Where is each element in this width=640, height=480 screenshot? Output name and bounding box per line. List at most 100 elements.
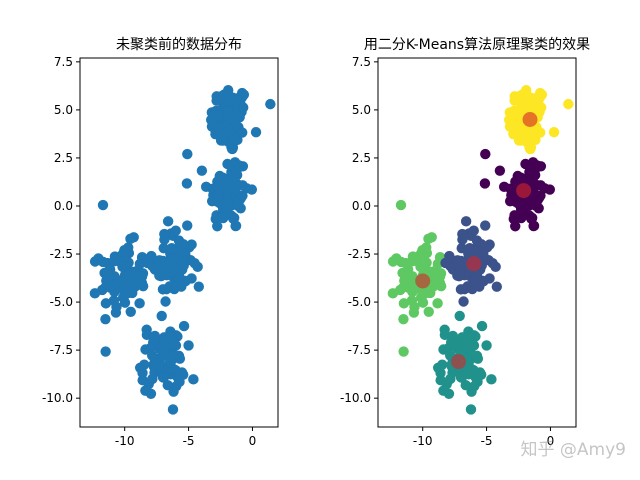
data-point xyxy=(512,170,523,182)
x-tick-label: 0 xyxy=(249,434,257,448)
data-point xyxy=(181,178,193,189)
data-point xyxy=(232,200,243,211)
data-point xyxy=(148,361,160,372)
data-point xyxy=(233,160,245,171)
y-tick-label: 5.0 xyxy=(54,103,73,117)
data-point xyxy=(515,212,527,224)
data-point xyxy=(171,380,182,392)
data-point xyxy=(180,248,191,259)
data-point xyxy=(93,253,104,264)
data-point xyxy=(432,298,443,309)
data-point xyxy=(217,212,229,224)
data-point xyxy=(182,148,193,160)
y-tick-label: 0.0 xyxy=(352,199,371,213)
axes-frame xyxy=(377,57,577,428)
data-point xyxy=(115,256,126,268)
data-point xyxy=(154,270,165,281)
data-point xyxy=(535,190,546,201)
data-point xyxy=(439,329,451,341)
x-tick-label: -10 xyxy=(115,434,135,448)
x-tick-label: -10 xyxy=(413,434,433,448)
axes-frame xyxy=(79,57,279,428)
data-point xyxy=(164,356,176,368)
centroid-marker xyxy=(415,273,431,289)
data-point xyxy=(524,143,536,155)
y-tick-label: -2.5 xyxy=(50,247,73,261)
data-point xyxy=(183,340,194,351)
data-point xyxy=(432,258,444,270)
points-group-2 xyxy=(387,85,574,415)
y-tick-label: -5.0 xyxy=(50,295,73,309)
data-point xyxy=(127,281,138,293)
y-tick-label: -5.0 xyxy=(348,295,371,309)
y-tick-label: -7.5 xyxy=(50,343,73,357)
data-point xyxy=(167,404,179,415)
y-tick-label: 2.5 xyxy=(54,151,73,165)
data-point xyxy=(157,372,169,383)
data-point xyxy=(465,404,477,415)
data-point xyxy=(100,313,111,325)
data-point xyxy=(226,143,238,155)
data-point xyxy=(469,380,480,392)
data-point xyxy=(498,181,510,193)
data-point xyxy=(528,220,540,232)
data-point xyxy=(188,374,199,385)
data-point xyxy=(137,367,148,379)
data-point xyxy=(468,225,479,236)
data-point xyxy=(476,320,488,332)
data-point xyxy=(467,283,478,295)
data-point xyxy=(471,275,482,286)
data-point xyxy=(548,126,560,138)
data-point xyxy=(97,199,109,211)
data-point xyxy=(447,330,459,342)
data-point xyxy=(212,221,223,232)
data-point xyxy=(423,233,434,245)
centroid-marker xyxy=(450,354,466,370)
y-tick-label: -10.0 xyxy=(42,391,73,405)
data-point xyxy=(455,372,467,383)
data-point xyxy=(189,257,200,269)
data-point xyxy=(177,258,188,269)
data-point xyxy=(445,373,456,385)
data-point xyxy=(221,189,232,201)
data-point xyxy=(527,174,538,185)
data-point xyxy=(214,170,225,182)
data-point xyxy=(237,127,248,138)
data-point xyxy=(122,269,134,281)
data-point xyxy=(457,228,468,240)
data-point xyxy=(223,106,234,117)
data-point xyxy=(471,350,483,362)
data-point xyxy=(479,178,491,189)
data-point xyxy=(230,220,242,232)
data-point xyxy=(455,284,467,295)
data-point xyxy=(125,306,136,317)
data-point xyxy=(178,369,189,380)
data-point xyxy=(123,257,134,268)
centroid-marker xyxy=(522,112,538,127)
data-point xyxy=(398,313,409,325)
data-point xyxy=(531,160,543,171)
data-point xyxy=(159,228,170,240)
data-point xyxy=(125,233,136,245)
data-point xyxy=(142,257,153,269)
data-point xyxy=(100,298,112,309)
data-point xyxy=(228,212,240,224)
data-point xyxy=(438,385,449,396)
data-point xyxy=(478,248,489,259)
data-point xyxy=(536,89,548,100)
data-point xyxy=(486,374,497,385)
data-point xyxy=(108,295,120,306)
data-point xyxy=(162,216,174,227)
points-group-1 xyxy=(89,85,276,415)
y-tick-label: -10.0 xyxy=(340,391,371,405)
data-point xyxy=(421,257,432,268)
data-point xyxy=(213,182,225,194)
data-point xyxy=(481,340,492,351)
data-point xyxy=(407,282,418,293)
data-point xyxy=(200,181,212,193)
data-point xyxy=(398,346,409,357)
data-point xyxy=(435,367,446,379)
data-point xyxy=(265,98,276,110)
data-point xyxy=(437,359,448,370)
data-point xyxy=(415,292,427,303)
